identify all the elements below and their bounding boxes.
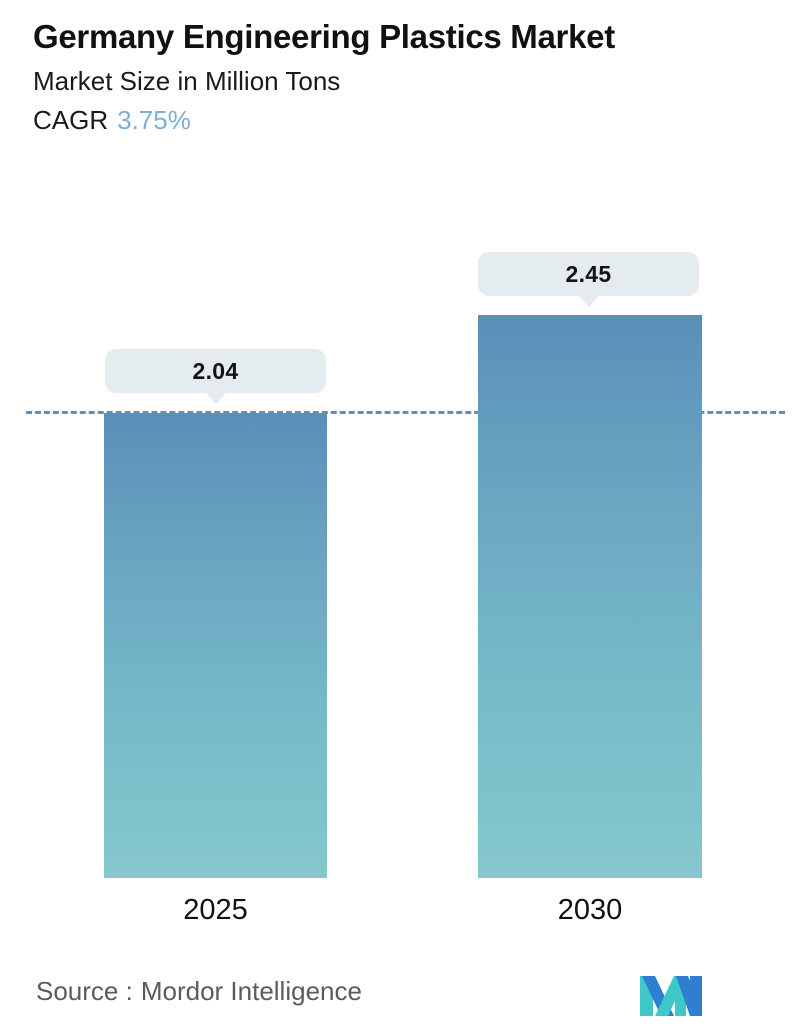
tooltip-arrow-icon (577, 295, 600, 307)
cagr-row: CAGR 3.75% (33, 105, 773, 136)
value-label-2030: 2.45 (565, 260, 612, 287)
mordor-intelligence-logo-icon (640, 972, 702, 1020)
value-tooltip-2030: 2.45 (478, 252, 699, 307)
source-value: Mordor Intelligence (140, 976, 362, 1006)
cagr-value: 3.75% (117, 105, 191, 136)
page-title: Germany Engineering Plastics Market (33, 18, 615, 55)
category-label-2030: 2030 (557, 894, 623, 926)
category-label-2025: 2025 (183, 894, 248, 926)
cagr-label: CAGR (33, 105, 109, 136)
chart-header: Germany Engineering Plastics Market Mark… (33, 18, 773, 136)
reference-line (26, 411, 785, 414)
chart-footer: Source : Mordor Intelligence (0, 972, 796, 1034)
tooltip-arrow-icon (204, 392, 227, 404)
source-line: Source : Mordor Intelligence (36, 976, 362, 1007)
bar-2025[interactable] (104, 413, 327, 878)
bar-2030[interactable] (478, 315, 702, 878)
chart-subtitle: Market Size in Million Tons (33, 65, 341, 96)
source-label: Source : (36, 976, 133, 1006)
value-tooltip-2025: 2.04 (105, 349, 326, 404)
value-label-2025: 2.04 (192, 357, 239, 384)
